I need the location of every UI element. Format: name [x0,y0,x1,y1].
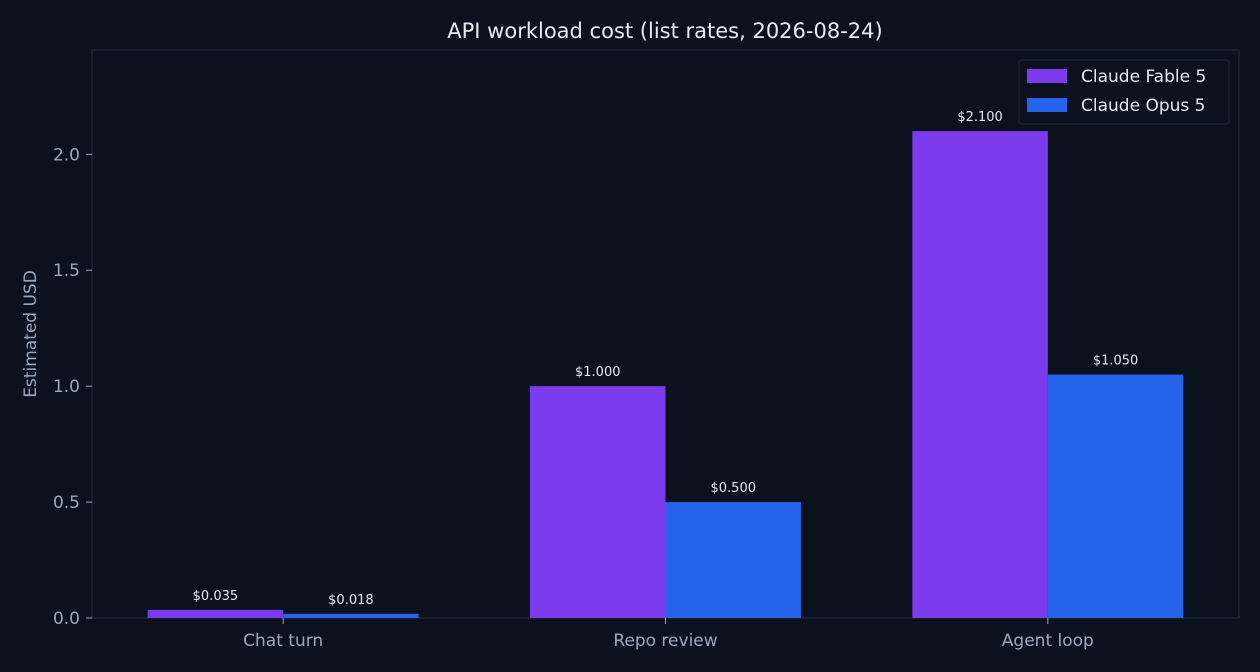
bar [530,386,666,618]
bar [912,131,1048,618]
bar-value-label: $1.050 [1093,354,1139,369]
bar-value-label: $0.018 [328,593,374,608]
legend-label: Claude Opus 5 [1081,96,1205,116]
legend-box [1018,59,1230,125]
y-tick-label: 2.0 [53,145,80,165]
chart-title: API workload cost (list rates, 2026-08-2… [447,19,882,43]
bar-value-label: $2.100 [957,110,1003,125]
bar [147,609,284,618]
legend-swatch [1027,69,1067,83]
bar [1047,374,1184,618]
y-tick-label: 0.0 [53,609,80,629]
legend: Claude Fable 5 Claude Opus 5 [1018,59,1230,125]
legend-swatch [1027,98,1067,112]
bar-value-label: $0.500 [711,481,757,496]
x-tick-label: Agent loop [1002,631,1094,651]
bar [283,613,419,618]
y-tick-label: 1.0 [53,377,80,397]
legend-label: Claude Fable 5 [1081,67,1206,87]
bar-value-label: $0.035 [193,589,239,604]
x-tick-label: Chat turn [243,631,323,651]
y-tick-label: 1.5 [53,261,80,281]
bar-value-label: $1.000 [575,365,621,380]
plot-area: 0.0 0.5 1.0 1.5 2.0 Chat turn $0.035 $0.018 Repo… [53,49,1240,651]
x-tick-label: Repo review [613,631,717,651]
y-axis-label: Estimated USD [21,270,41,398]
y-tick-label: 0.5 [53,493,80,513]
bar [665,502,801,618]
